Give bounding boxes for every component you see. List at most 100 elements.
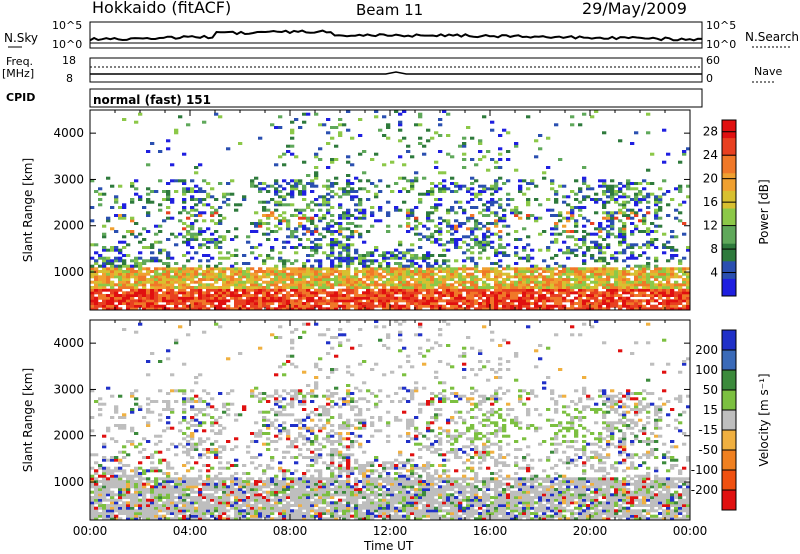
power-cell bbox=[458, 187, 463, 191]
velocity-cell bbox=[266, 448, 271, 451]
power-cell bbox=[458, 291, 463, 295]
power-cell bbox=[190, 190, 195, 193]
power-cell bbox=[350, 163, 355, 167]
power-cell bbox=[570, 115, 575, 119]
velocity-cell bbox=[126, 477, 131, 481]
power-cell bbox=[434, 259, 439, 263]
velocity-cell bbox=[118, 480, 123, 483]
power-cell bbox=[486, 286, 491, 289]
velocity-cell bbox=[226, 392, 231, 395]
power-cell bbox=[406, 291, 411, 295]
power-cell bbox=[614, 294, 619, 297]
velocity-cell bbox=[190, 437, 195, 441]
power-cell bbox=[98, 304, 103, 308]
power-cell bbox=[462, 299, 467, 303]
power-cell bbox=[578, 238, 583, 241]
velocity-cell bbox=[146, 506, 151, 510]
power-cell bbox=[478, 286, 483, 289]
velocity-cell bbox=[186, 480, 191, 483]
power-cell bbox=[286, 294, 291, 297]
power-cell bbox=[450, 304, 455, 308]
power-cell bbox=[358, 224, 363, 228]
velocity-cell bbox=[166, 509, 171, 513]
power-cell bbox=[362, 264, 367, 268]
power-cell bbox=[382, 251, 387, 255]
velocity-cell bbox=[206, 488, 211, 491]
velocity-cell bbox=[214, 421, 219, 425]
velocity-cell bbox=[198, 490, 203, 494]
power-cell bbox=[650, 299, 655, 303]
power-cell bbox=[190, 304, 195, 308]
power-cell bbox=[418, 112, 423, 116]
power-cell bbox=[518, 280, 523, 284]
power-cell bbox=[250, 304, 255, 308]
power-cell bbox=[578, 286, 583, 289]
power-cell bbox=[478, 240, 483, 244]
power-cell bbox=[562, 283, 567, 287]
power-cell bbox=[358, 216, 363, 220]
power-cell bbox=[390, 283, 395, 287]
power-cell bbox=[610, 227, 615, 231]
velocity-cell bbox=[290, 509, 295, 513]
velocity-cell bbox=[114, 474, 119, 478]
velocity-cell bbox=[246, 482, 251, 486]
power-cell bbox=[142, 227, 147, 231]
power-cell bbox=[274, 275, 279, 279]
velocity-cell bbox=[182, 506, 187, 510]
power-cell bbox=[350, 286, 355, 289]
velocity-cell bbox=[250, 490, 255, 494]
power-cell bbox=[274, 296, 279, 300]
power-cell bbox=[414, 270, 419, 273]
power-cell bbox=[462, 296, 467, 300]
velocity-cell bbox=[170, 485, 175, 489]
power-cell bbox=[554, 123, 559, 127]
power-cell bbox=[534, 280, 539, 284]
power-cell bbox=[262, 280, 267, 284]
velocity-cell bbox=[226, 490, 231, 494]
velocity-cell bbox=[154, 469, 159, 473]
power-cell bbox=[126, 275, 131, 279]
power-cell bbox=[566, 256, 571, 260]
power-cell bbox=[166, 192, 171, 196]
velocity-cell bbox=[266, 517, 271, 521]
power-cell bbox=[530, 302, 535, 305]
velocity-cell bbox=[138, 509, 143, 513]
power-cell bbox=[358, 235, 363, 239]
velocity-cell bbox=[290, 493, 295, 497]
velocity-cell bbox=[94, 400, 99, 403]
power-cell bbox=[222, 296, 227, 300]
power-cell bbox=[250, 179, 255, 183]
power-cell bbox=[594, 272, 599, 276]
power-cell bbox=[546, 286, 551, 289]
power-cell bbox=[494, 296, 499, 300]
power-cell bbox=[150, 190, 155, 193]
power-cell bbox=[474, 195, 479, 199]
power-cell bbox=[506, 272, 511, 276]
power-cell bbox=[546, 270, 551, 273]
power-cell bbox=[462, 208, 467, 212]
power-cell bbox=[274, 238, 279, 241]
velocity-cell bbox=[106, 386, 111, 390]
power-cell bbox=[494, 278, 499, 281]
power-cell bbox=[494, 219, 499, 223]
power-cell bbox=[422, 224, 427, 228]
velocity-cell bbox=[94, 490, 99, 494]
power-cell bbox=[214, 280, 219, 284]
power-cell bbox=[626, 288, 631, 292]
power-cell bbox=[134, 235, 139, 239]
velocity-cell bbox=[170, 490, 175, 494]
power-cell bbox=[354, 299, 359, 303]
power-cell bbox=[426, 304, 431, 308]
power-cell bbox=[610, 272, 615, 276]
velocity-cell bbox=[274, 434, 279, 438]
power-cell bbox=[302, 296, 307, 300]
power-cell bbox=[630, 307, 635, 311]
power-cell bbox=[530, 288, 535, 292]
power-cell bbox=[686, 286, 691, 289]
power-cell bbox=[578, 200, 583, 204]
velocity-cell bbox=[230, 485, 235, 489]
velocity-cell bbox=[234, 464, 239, 467]
power-cell bbox=[106, 270, 111, 273]
power-cell bbox=[626, 272, 631, 276]
power-cell bbox=[494, 190, 499, 193]
